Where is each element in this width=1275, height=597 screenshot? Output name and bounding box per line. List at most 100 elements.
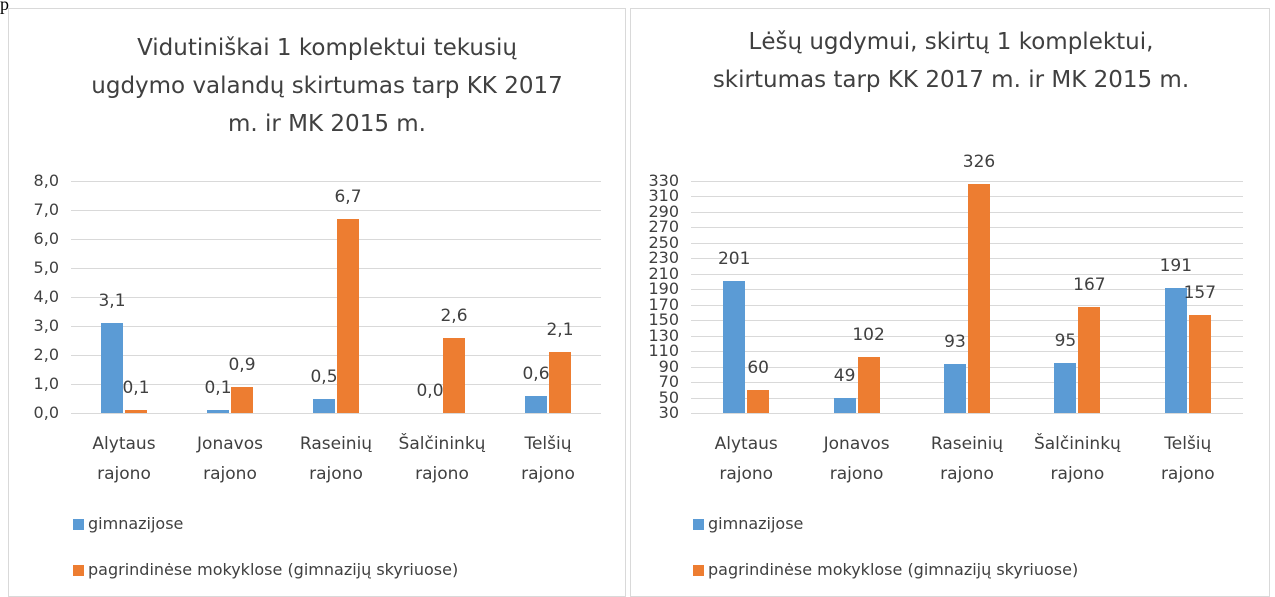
x-tick-label: Alytaus rajono [92, 434, 156, 484]
grid-line [691, 382, 1243, 384]
grid-line [691, 320, 1243, 322]
data-label: 2,6 [440, 305, 468, 326]
x-tick-label: Alytaus rajono [714, 434, 778, 484]
grid-line [71, 413, 601, 414]
data-label: 201 [717, 248, 751, 269]
data-label: 0,1 [122, 378, 150, 399]
grid-line [691, 335, 1243, 337]
legend-swatch [73, 519, 84, 530]
data-label: 2,1 [546, 320, 574, 341]
x-tick-label: Telšių rajono [1160, 434, 1215, 484]
grid-line [691, 304, 1243, 306]
bar [337, 218, 359, 413]
bar [1164, 288, 1187, 413]
y-tick-label: 30 [658, 403, 679, 422]
chart-panel: Vidutiniškai 1 komplektui tekusių ugdymo… [8, 8, 626, 597]
data-label: 167 [1073, 275, 1106, 296]
legend-swatch [693, 519, 704, 530]
grid-line [691, 258, 1243, 260]
y-tick-label: 250 [648, 232, 679, 252]
grid-line [71, 355, 601, 356]
y-tick-label: 5,0 [33, 258, 59, 277]
y-tick-label: 290 [648, 201, 679, 221]
x-tick-label: Šalčininkų rajono [1033, 434, 1121, 484]
legend-swatch [693, 565, 704, 576]
legend-label: pagrindinėse mokyklose (gimnazijų skyriu… [88, 560, 459, 579]
y-tick-label: 70 [658, 372, 679, 392]
legend-label: gimnazijose [708, 514, 804, 533]
grid-line [691, 351, 1243, 353]
x-tick-label: Jonavos rajono [823, 434, 890, 484]
bar [723, 280, 746, 413]
data-label: 326 [962, 152, 996, 173]
bar [525, 395, 547, 413]
y-tick-label: 1,0 [33, 374, 59, 393]
data-label: 3,1 [98, 291, 126, 312]
bar [1188, 314, 1211, 413]
grid-line [71, 268, 601, 269]
bar [125, 410, 147, 413]
bar [549, 352, 571, 413]
grid-line [691, 289, 1243, 291]
data-label: 102 [852, 325, 885, 346]
chart-panel: Lėšų ugdymui, skirtų 1 komplektui, skirt… [630, 8, 1270, 597]
x-tick-label: Jonavos rajono [197, 434, 263, 484]
chart-title: Lėšų ugdymui, skirtų 1 komplektui, skirt… [712, 29, 1190, 93]
data-label: 0,1 [204, 378, 232, 399]
bar [968, 184, 990, 413]
y-tick-label: 170 [648, 294, 679, 314]
y-tick-label: 90 [658, 356, 679, 376]
data-label: 95 [1054, 330, 1077, 351]
bar [833, 398, 856, 413]
grid-line [691, 366, 1243, 368]
grid-line [691, 211, 1243, 213]
y-tick-label: 6,0 [33, 229, 59, 248]
grid-line [71, 239, 601, 240]
data-label: 0,6 [522, 363, 550, 384]
grid-line [691, 196, 1243, 198]
data-label: 0,5 [310, 366, 338, 387]
bar [313, 398, 335, 413]
bar [231, 386, 253, 413]
x-tick-label: Telšių rajono [521, 434, 575, 484]
legend-swatch [73, 565, 84, 576]
y-tick-label: 0,0 [33, 403, 59, 422]
data-label: 60 [747, 357, 769, 378]
y-tick-label: 130 [648, 325, 679, 345]
grid-line [691, 413, 1243, 414]
data-label: 191 [1159, 256, 1193, 277]
grid-line [691, 397, 1243, 399]
y-tick-label: 50 [658, 387, 679, 407]
grid-line [71, 384, 601, 385]
x-tick-label: Raseinių rajono [930, 434, 1004, 484]
y-tick-label: 7,0 [33, 200, 59, 219]
bar [1078, 307, 1101, 413]
bar [207, 410, 229, 413]
x-tick-label: Šalčininkų rajono [398, 434, 486, 484]
legend-label: gimnazijose [88, 514, 184, 533]
y-tick-label: 150 [648, 310, 679, 330]
data-label: 6,7 [334, 186, 362, 207]
bar [857, 357, 880, 413]
data-label: 0,0 [416, 381, 444, 401]
grid-line [71, 326, 601, 327]
bar [747, 389, 770, 413]
y-tick-label: 310 [648, 186, 679, 206]
grid-line [71, 297, 601, 298]
y-tick-label: 3,0 [33, 316, 59, 335]
grid-line [691, 273, 1243, 275]
y-tick-label: 330 [648, 171, 679, 190]
grid-line [71, 181, 601, 182]
y-tick-label: 4,0 [33, 287, 59, 306]
y-tick-label: 190 [648, 279, 679, 299]
text-fragment: p [0, 0, 9, 14]
bar [1054, 362, 1077, 413]
grid-line [691, 227, 1243, 229]
x-tick-label: Raseinių rajono [299, 434, 373, 484]
bar [443, 337, 465, 413]
grid-line [71, 210, 601, 211]
y-tick-label: 210 [648, 263, 679, 283]
chart-title: Vidutiniškai 1 komplektui tekusių ugdymo… [91, 35, 563, 137]
y-tick-label: 2,0 [33, 345, 59, 364]
